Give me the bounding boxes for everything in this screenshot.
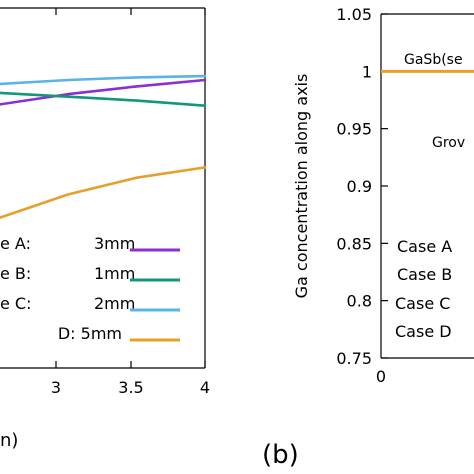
right-y-tick-label: 1.05 (336, 5, 372, 24)
left-plot-frame (0, 7, 206, 369)
left-series-lines (0, 74, 207, 219)
left-x-tick-label: 3.5 (118, 378, 143, 397)
right-legend-a: Case A (397, 237, 452, 256)
right-y-tick-label: 0.95 (336, 120, 372, 139)
right-x-tick-label-0: 0 (376, 367, 386, 386)
series-line-d (0, 166, 207, 219)
legend-label-c: 2mm (94, 294, 135, 313)
left-xlabel-fragment: n) (0, 430, 18, 451)
right-ylabel: Ga concentration along axis (292, 74, 311, 299)
right-panel: 0.75 0.8 0.85 0.9 0.95 1 1.05 Ga concentration… (262, 5, 474, 470)
legend-label-d: D: 5mm (58, 324, 122, 343)
legend-label-b: 1mm (94, 264, 135, 283)
left-panel: 3 3.5 4 e A: 3mm e B: 1mm e C: 2mm D: 5mm … (0, 7, 210, 451)
right-y-tick-label: 1 (362, 62, 372, 81)
right-y-tick-label: 0.9 (347, 177, 372, 196)
right-y-tick-label: 0.8 (347, 292, 372, 311)
right-y-tick-label: 0.75 (336, 349, 372, 368)
series-line-a (0, 78, 207, 106)
annotation-grow: Grov (432, 135, 465, 151)
legend-label-a: 3mm (94, 234, 135, 253)
right-legend-c: Case C (395, 294, 450, 313)
right-legend-d: Case D (395, 322, 452, 341)
right-y-ticks: 0.75 0.8 0.85 0.9 0.95 1 1.05 (336, 5, 388, 368)
series-line-c (0, 74, 207, 86)
legend-prefix-c: e C: (0, 294, 32, 313)
legend-prefix-b: e B: (0, 264, 31, 283)
left-x-ticks: 3 3.5 4 (51, 8, 210, 397)
left-x-tick-label: 4 (200, 378, 210, 397)
left-legend: e A: 3mm e B: 1mm e C: 2mm D: 5mm (0, 234, 180, 343)
panel-label-b: (b) (262, 440, 299, 470)
series-line-b (0, 91, 207, 107)
annotation-gasb: GaSb(se (404, 52, 463, 68)
right-y-tick-label: 0.85 (336, 234, 372, 253)
legend-prefix-a: e A: (0, 234, 31, 253)
right-legend: Case A Case B Case C Case D (395, 237, 452, 341)
left-x-tick-label: 3 (51, 378, 61, 397)
right-legend-b: Case B (397, 265, 452, 284)
